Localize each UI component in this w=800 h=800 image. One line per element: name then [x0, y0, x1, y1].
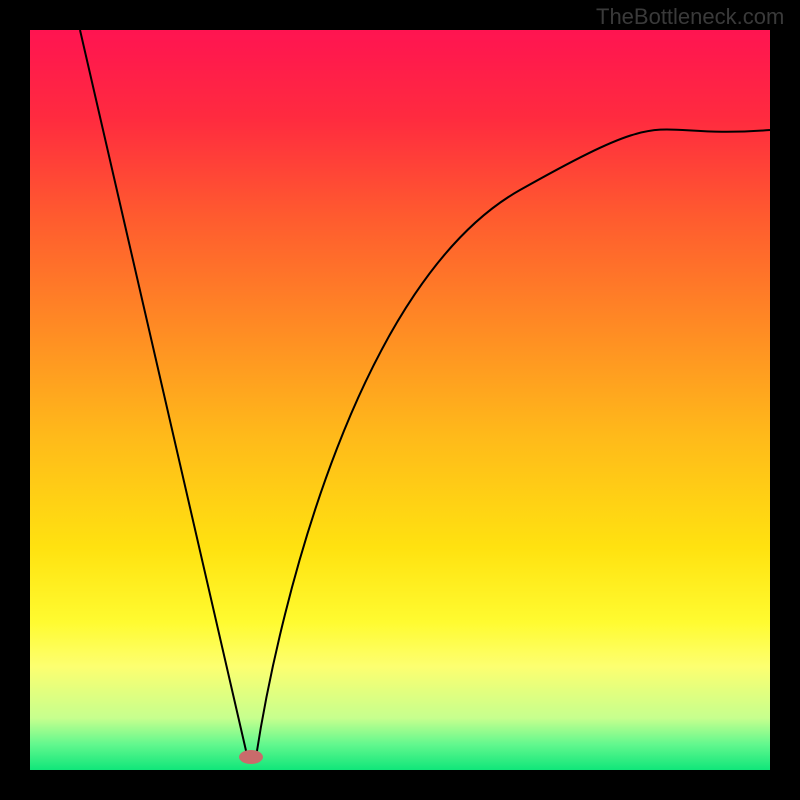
chart-container: TheBottleneck.com — [0, 0, 800, 800]
curve-right-branch — [256, 129, 770, 757]
outer-border — [0, 0, 800, 800]
frame-and-plot — [0, 0, 800, 800]
optimal-point-marker — [239, 750, 263, 764]
curve-left-branch — [80, 30, 247, 755]
watermark-text: TheBottleneck.com — [596, 4, 784, 30]
plot-background — [30, 30, 770, 770]
